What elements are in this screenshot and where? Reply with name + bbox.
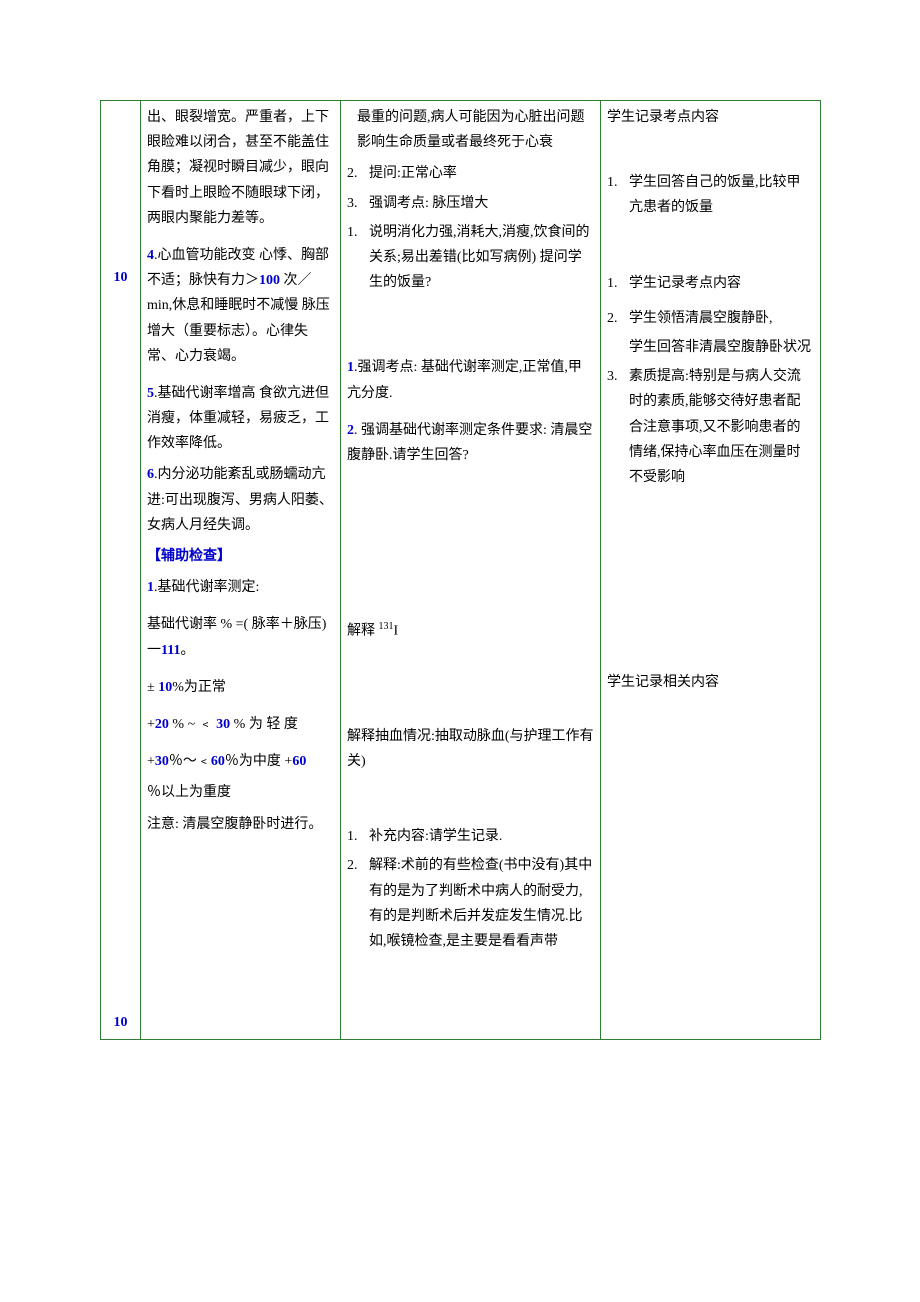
mid-q2: 2. 提问:正常心率 — [347, 161, 594, 186]
bmr-note: 注意: 清晨空腹静卧时进行。 — [147, 812, 334, 837]
time-cell: 10 10 — [101, 101, 141, 1040]
range-moderate: +30％～﹤60％为中度 +60 — [147, 749, 334, 774]
r4: 2. 学生领悟清晨空腹静卧, — [607, 306, 814, 331]
mid-q1b: 1. 说明消化力强,消耗大,消瘦,饮食间的关系;易出差错(比如写病例) 提问学生… — [347, 220, 594, 296]
lesson-table: 10 10 出、眼裂增宽。严重者，上下眼睑难以闭合，甚至不能盖住角膜；凝视时瞬目… — [100, 100, 821, 1040]
mid-exam1: 1.强调考点: 基础代谢率测定,正常值,甲亢分度. — [347, 355, 594, 405]
mid-explain1: 解释 131I — [347, 618, 594, 644]
bmr-formula: 基础代谢率 % =( 脉率＋脉压)一111。 — [147, 612, 334, 662]
range-mild: +20 % ~ ﹤ 30 % 为 轻 度 — [147, 712, 334, 737]
intro-text: 出、眼裂增宽。严重者，上下眼睑难以闭合，甚至不能盖住角膜；凝视时瞬目减少，眼向下… — [147, 105, 334, 231]
aux-1: 1.基础代谢率测定: — [147, 575, 334, 600]
student-column: 学生记录考点内容 1. 学生回答自己的饭量,比较甲亢患者的饭量 1. 学生记录考… — [601, 101, 821, 1040]
mid-exam2: 2. 强调基础代谢率测定条件要求: 清晨空腹静卧.请学生回答? — [347, 418, 594, 468]
r6: 学生记录相关内容 — [607, 670, 814, 695]
r1: 学生记录考点内容 — [607, 105, 814, 130]
mid-supp2: 2. 解释:术前的有些检查(书中没有)其中有的是为了判断术中病人的耐受力,有的是… — [347, 853, 594, 954]
mid-explain2: 解释抽血情况:抽取动脉血(与护理工作有关) — [347, 724, 594, 774]
content-column: 出、眼裂增宽。严重者，上下眼睑难以闭合，甚至不能盖住角膜；凝视时瞬目减少，眼向下… — [141, 101, 341, 1040]
mid-p1: 最重的问题,病人可能因为心脏出问题影响生命质量或者最终死于心衰 — [347, 105, 594, 155]
mid-q3: 3. 强调考点: 脉压增大 — [347, 191, 594, 216]
aux-exam-title: 【辅助检查】 — [147, 544, 334, 569]
item-5: 5.基础代谢率增高 食欲亢进但消瘦，体重减轻，易疲乏，工作效率降低。 — [147, 381, 334, 457]
time-upper: 10 — [107, 105, 134, 290]
item-6: 6.内分泌功能紊乱或肠蠕动亢进:可出现腹泻、男病人阳萎、女病人月经失调。 — [147, 462, 334, 538]
r4b: 学生回答非清晨空腹静卧状况 — [607, 335, 814, 360]
item-4: 4.心血管功能改变 心悸、胸部不适；脉快有力＞100 次／min,休息和睡眠时不… — [147, 243, 334, 369]
r5: 3. 素质提高:特别是与病人交流时的素质,能够交待好患者配合注意事项,又不影响患… — [607, 364, 814, 490]
teacher-column: 最重的问题,病人可能因为心脏出问题影响生命质量或者最终死于心衰 2. 提问:正常… — [341, 101, 601, 1040]
time-lower: 10 — [107, 1010, 134, 1035]
r3: 1. 学生记录考点内容 — [607, 271, 814, 296]
range-severe: ％以上为重度 — [147, 780, 334, 805]
mid-supp1: 1. 补充内容:请学生记录. — [347, 824, 594, 849]
r2: 1. 学生回答自己的饭量,比较甲亢患者的饭量 — [607, 170, 814, 220]
range-normal: ± 10%为正常 — [147, 675, 334, 700]
